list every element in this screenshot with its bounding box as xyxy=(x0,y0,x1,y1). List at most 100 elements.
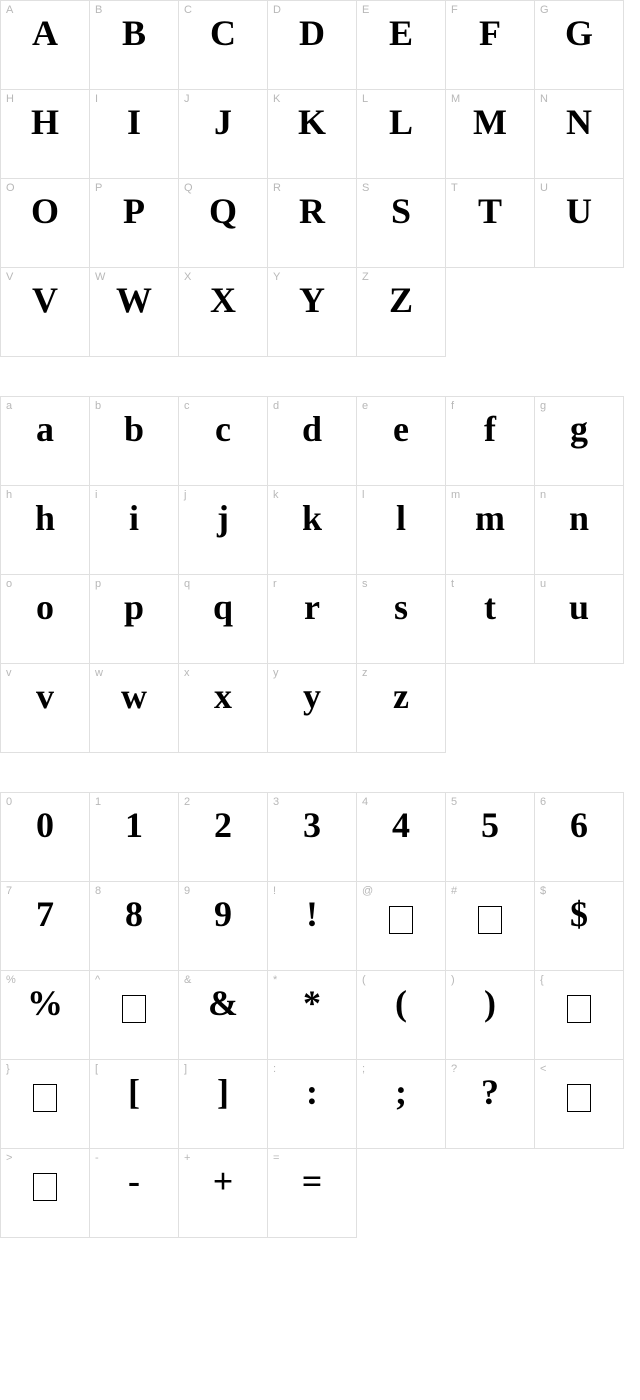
glyph-cell: cc xyxy=(178,396,268,486)
glyph-display: X xyxy=(179,282,267,318)
glyph-display: ( xyxy=(357,985,445,1021)
glyph-display: O xyxy=(1,193,89,229)
glyph-display: 4 xyxy=(357,807,445,843)
glyph-cell: 11 xyxy=(89,792,179,882)
glyph-display: z xyxy=(357,678,445,714)
glyph-cell: HH xyxy=(0,89,90,179)
glyph-display: o xyxy=(1,589,89,625)
glyph-display xyxy=(1,1074,89,1112)
glyph-cell: qq xyxy=(178,574,268,664)
glyph-display xyxy=(535,1074,623,1112)
glyph-display: 6 xyxy=(535,807,623,843)
glyph-display: r xyxy=(268,589,356,625)
glyph-cell: ee xyxy=(356,396,446,486)
glyph-display: q xyxy=(179,589,267,625)
glyph-cell: %% xyxy=(0,970,90,1060)
glyph-display: e xyxy=(357,411,445,447)
glyph-cell: EE xyxy=(356,0,446,90)
glyph-cell: pp xyxy=(89,574,179,664)
glyph-display: K xyxy=(268,104,356,140)
glyph-cell: 00 xyxy=(0,792,90,882)
glyph-display: p xyxy=(90,589,178,625)
glyph-cell: :: xyxy=(267,1059,357,1149)
glyph-cell: nn xyxy=(534,485,624,575)
glyph-group-digits-symbols: 00112233445566778899!!@#$$%%^&&**(()){}[… xyxy=(1,793,633,1238)
glyph-cell: 99 xyxy=(178,881,268,971)
glyph-cell: 88 xyxy=(89,881,179,971)
glyph-cell: yy xyxy=(267,663,357,753)
glyph-display: Z xyxy=(357,282,445,318)
glyph-display xyxy=(535,985,623,1023)
glyph-cell: $$ xyxy=(534,881,624,971)
glyph-display: : xyxy=(268,1074,356,1110)
glyph-cell: JJ xyxy=(178,89,268,179)
glyph-cell: vv xyxy=(0,663,90,753)
glyph-display: = xyxy=(268,1163,356,1199)
glyph-group-lowercase: aabbccddeeffgghhiijjkkllmmnnooppqqrrsstt… xyxy=(1,397,633,753)
glyph-display: 5 xyxy=(446,807,534,843)
glyph-cell: TT xyxy=(445,178,535,268)
glyph-display: E xyxy=(357,15,445,51)
glyph-cell: OO xyxy=(0,178,90,268)
glyph-cell: ss xyxy=(356,574,446,664)
glyph-display: V xyxy=(1,282,89,318)
glyph-cell: > xyxy=(0,1148,90,1238)
glyph-cell: -- xyxy=(89,1148,179,1238)
glyph-display: ; xyxy=(357,1074,445,1110)
glyph-cell: uu xyxy=(534,574,624,664)
glyph-cell: oo xyxy=(0,574,90,664)
glyph-display: d xyxy=(268,411,356,447)
glyph-cell: ii xyxy=(89,485,179,575)
glyph-cell: MM xyxy=(445,89,535,179)
glyph-cell: tt xyxy=(445,574,535,664)
missing-glyph-icon xyxy=(478,906,502,934)
glyph-display: T xyxy=(446,193,534,229)
glyph-cell: AA xyxy=(0,0,90,90)
glyph-cell: < xyxy=(534,1059,624,1149)
glyph-display: c xyxy=(179,411,267,447)
glyph-display: D xyxy=(268,15,356,51)
glyph-cell: XX xyxy=(178,267,268,357)
glyph-display: h xyxy=(1,500,89,536)
missing-glyph-icon xyxy=(389,906,413,934)
glyph-display: + xyxy=(179,1163,267,1199)
glyph-cell: == xyxy=(267,1148,357,1238)
glyph-display: s xyxy=(357,589,445,625)
glyph-display: & xyxy=(179,985,267,1021)
glyph-display: - xyxy=(90,1163,178,1199)
glyph-display: A xyxy=(1,15,89,51)
glyph-display: ) xyxy=(446,985,534,1021)
glyph-cell: 44 xyxy=(356,792,446,882)
glyph-cell: !! xyxy=(267,881,357,971)
glyph-cell: VV xyxy=(0,267,90,357)
glyph-cell: 22 xyxy=(178,792,268,882)
glyph-display: Y xyxy=(268,282,356,318)
glyph-display: B xyxy=(90,15,178,51)
glyph-display: w xyxy=(90,678,178,714)
glyph-display: j xyxy=(179,500,267,536)
glyph-cell: rr xyxy=(267,574,357,664)
glyph-cell: dd xyxy=(267,396,357,486)
glyph-display: C xyxy=(179,15,267,51)
glyph-cell: CC xyxy=(178,0,268,90)
glyph-cell: RR xyxy=(267,178,357,268)
glyph-cell: [[ xyxy=(89,1059,179,1149)
glyph-cell: ++ xyxy=(178,1148,268,1238)
glyph-display: W xyxy=(90,282,178,318)
glyph-cell: QQ xyxy=(178,178,268,268)
glyph-display: k xyxy=(268,500,356,536)
glyph-display: ? xyxy=(446,1074,534,1110)
glyph-cell: aa xyxy=(0,396,90,486)
glyph-cell: && xyxy=(178,970,268,1060)
glyph-cell: II xyxy=(89,89,179,179)
glyph-cell: gg xyxy=(534,396,624,486)
glyph-cell: hh xyxy=(0,485,90,575)
glyph-cell: @ xyxy=(356,881,446,971)
glyph-cell: ^ xyxy=(89,970,179,1060)
glyph-cell: NN xyxy=(534,89,624,179)
glyph-cell: ** xyxy=(267,970,357,1060)
glyph-display: v xyxy=(1,678,89,714)
glyph-cell: ff xyxy=(445,396,535,486)
missing-glyph-icon xyxy=(122,995,146,1023)
glyph-cell: BB xyxy=(89,0,179,90)
